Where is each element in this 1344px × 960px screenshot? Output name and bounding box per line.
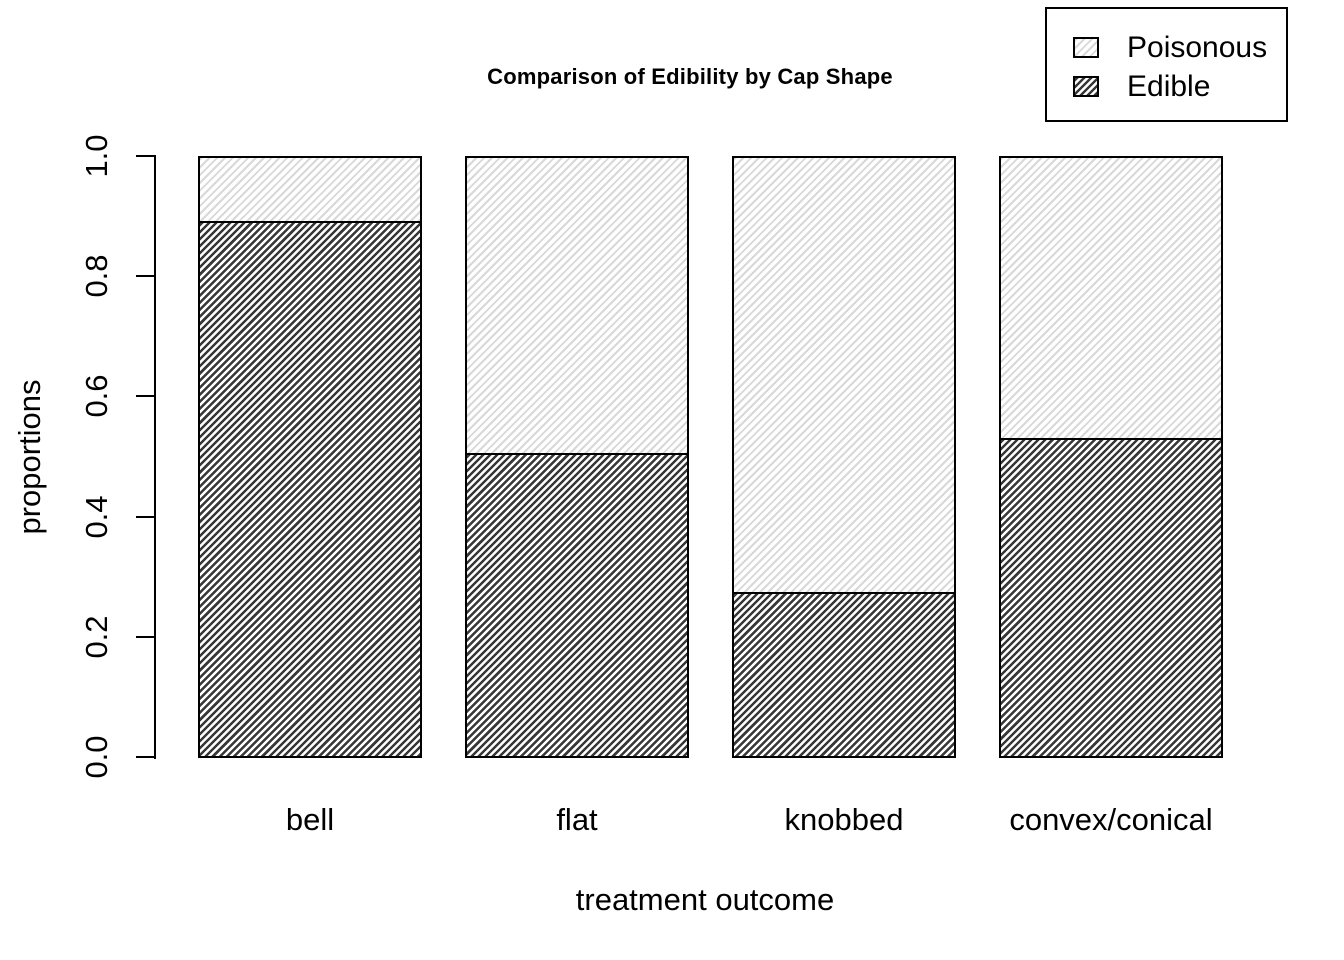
y-tick-label-0.8: 0.8 <box>79 254 114 298</box>
y-tick-0.4 <box>136 515 154 518</box>
legend-item-edible: Edible <box>1073 67 1286 106</box>
bar-knobbed <box>732 156 956 758</box>
legend-swatch-edible-hatch-icon <box>1073 76 1099 97</box>
y-tick-label-0.6: 0.6 <box>79 374 114 418</box>
legend-label-poisonous: Poisonous <box>1127 30 1268 64</box>
category-label-flat: flat <box>556 802 598 837</box>
y-tick-label-0.0: 0.0 <box>79 735 114 779</box>
y-tick-0.2 <box>136 635 154 638</box>
category-label-bell: bell <box>285 802 335 837</box>
bar-bell <box>198 156 422 758</box>
bar-flat-segment-poisonous <box>467 158 687 453</box>
bar-bell-segment-poisonous <box>200 158 420 221</box>
legend-swatch-poisonous-hatch-icon <box>1073 37 1099 58</box>
chart-title: Comparison of Edibility by Cap Shape <box>487 64 893 89</box>
y-tick-label-1.0: 1.0 <box>79 134 114 178</box>
bar-convex-conical-segment-poisonous <box>1001 158 1221 438</box>
y-tick-0.0 <box>136 756 154 758</box>
y-tick-label-0.4: 0.4 <box>79 495 114 539</box>
bar-knobbed-segment-edible <box>734 592 954 756</box>
y-tick-label-0.2: 0.2 <box>79 615 114 659</box>
legend-label-edible: Edible <box>1127 69 1211 103</box>
x-axis-label: treatment outcome <box>575 882 835 917</box>
y-tick-0.8 <box>136 275 154 278</box>
legend: Poisonous Edible <box>1045 7 1288 122</box>
bar-convex-conical-segment-edible <box>1001 438 1221 756</box>
y-tick-1.0 <box>136 155 154 157</box>
bar-knobbed-segment-poisonous <box>734 158 954 592</box>
bar-flat-segment-edible <box>467 453 687 756</box>
category-label-knobbed: knobbed <box>784 802 904 837</box>
bar-convex-conical <box>999 156 1223 758</box>
y-tick-0.6 <box>136 395 154 398</box>
category-label-convex-conical: convex/conical <box>1009 802 1213 837</box>
y-axis-label: proportions <box>12 379 47 535</box>
legend-item-poisonous: Poisonous <box>1073 28 1286 67</box>
bar-bell-segment-edible <box>200 221 420 756</box>
y-axis-line <box>154 155 156 759</box>
bar-flat <box>465 156 689 758</box>
